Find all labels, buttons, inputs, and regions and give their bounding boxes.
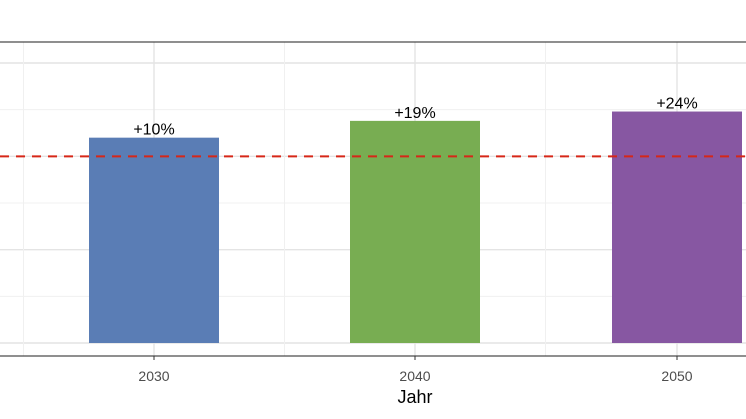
x-axis-title: Jahr bbox=[397, 387, 432, 407]
plot-panel-border bbox=[0, 41, 746, 357]
x-tick-label: 2040 bbox=[399, 368, 430, 384]
bar bbox=[612, 111, 742, 344]
bars bbox=[89, 111, 742, 344]
bar-labels: +10% +19% +24% bbox=[133, 96, 697, 139]
x-tick-label: 2050 bbox=[661, 368, 692, 384]
bar-value-label: +10% bbox=[133, 122, 174, 139]
bar-value-label: +19% bbox=[394, 105, 435, 122]
x-axis-ticks: 2030 2040 2050 bbox=[138, 356, 693, 384]
x-tick-label: 2030 bbox=[138, 368, 169, 384]
bar bbox=[350, 120, 480, 343]
bar bbox=[89, 137, 219, 343]
bar-value-label: +24% bbox=[656, 96, 697, 113]
